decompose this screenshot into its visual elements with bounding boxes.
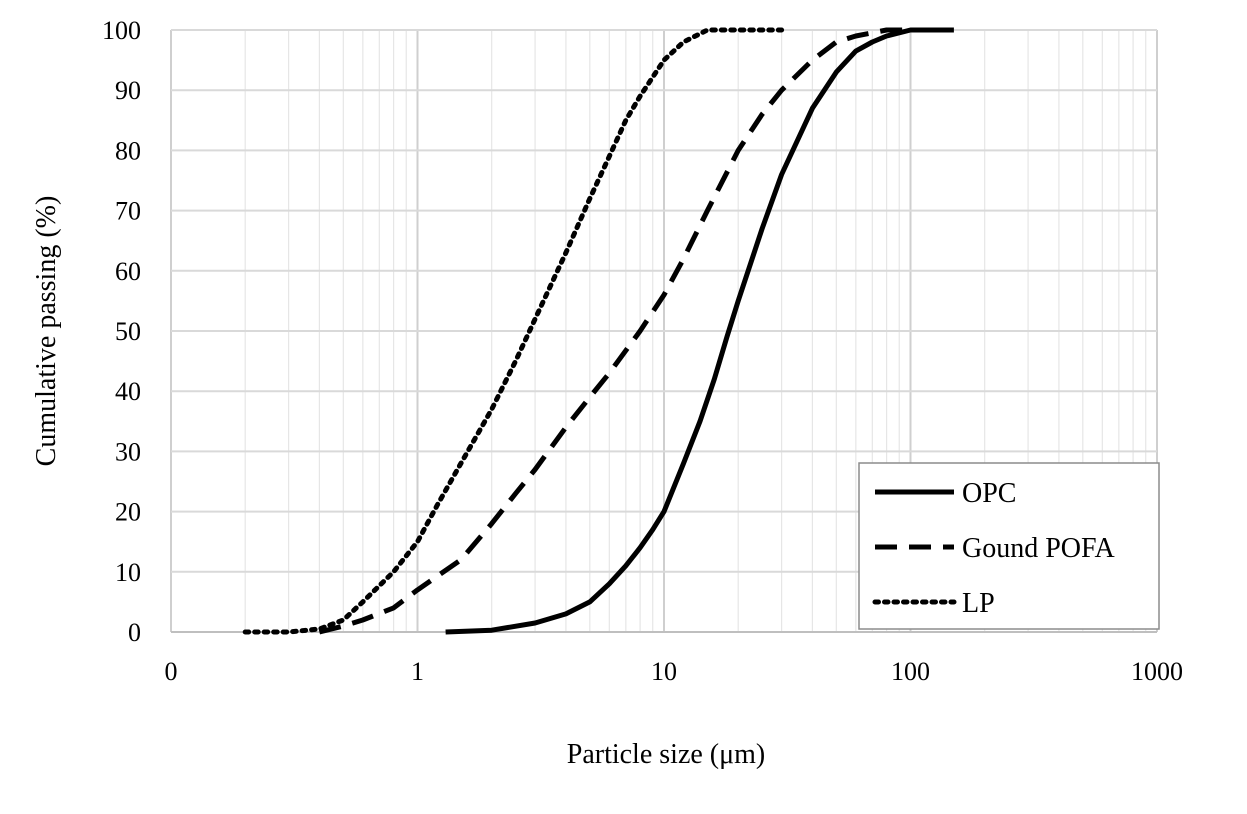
series-line-opc [445, 27, 954, 635]
legend-label: Gound POFA [962, 533, 1116, 564]
legend-label: OPC [962, 478, 1016, 509]
legend: OPC Gound POFA LP [858, 462, 1160, 630]
y-tick-label: 30 [115, 437, 141, 466]
series-layer [242, 27, 954, 635]
x-tick-label: 10 [651, 657, 677, 686]
y-tick-label: 90 [115, 76, 141, 105]
y-tick-label: 70 [115, 197, 141, 226]
legend-label: LP [962, 588, 995, 619]
x-tick-label: 0 [165, 657, 178, 686]
y-tick-label: 20 [115, 498, 141, 527]
y-tick-label: 100 [102, 16, 141, 45]
y-tick-label: 80 [115, 136, 141, 165]
y-tick-label: 10 [115, 558, 141, 587]
series-line-gound-pofa [318, 27, 911, 635]
y-tick-label: 0 [128, 618, 141, 647]
series-line-lp [242, 27, 785, 635]
y-tick-label: 40 [115, 377, 141, 406]
x-tick-label: 100 [891, 657, 930, 686]
x-tick-label: 1000 [1131, 657, 1183, 686]
y-axis-title: Cumulative passing (%) [31, 196, 62, 467]
x-axis-title: Particle size (μm) [567, 739, 766, 770]
x-tick-label: 1 [411, 657, 424, 686]
label-layer: Particle size (μm) Cumulative passing (%… [31, 16, 1183, 770]
y-tick-label: 50 [115, 317, 141, 346]
y-tick-label: 60 [115, 257, 141, 286]
